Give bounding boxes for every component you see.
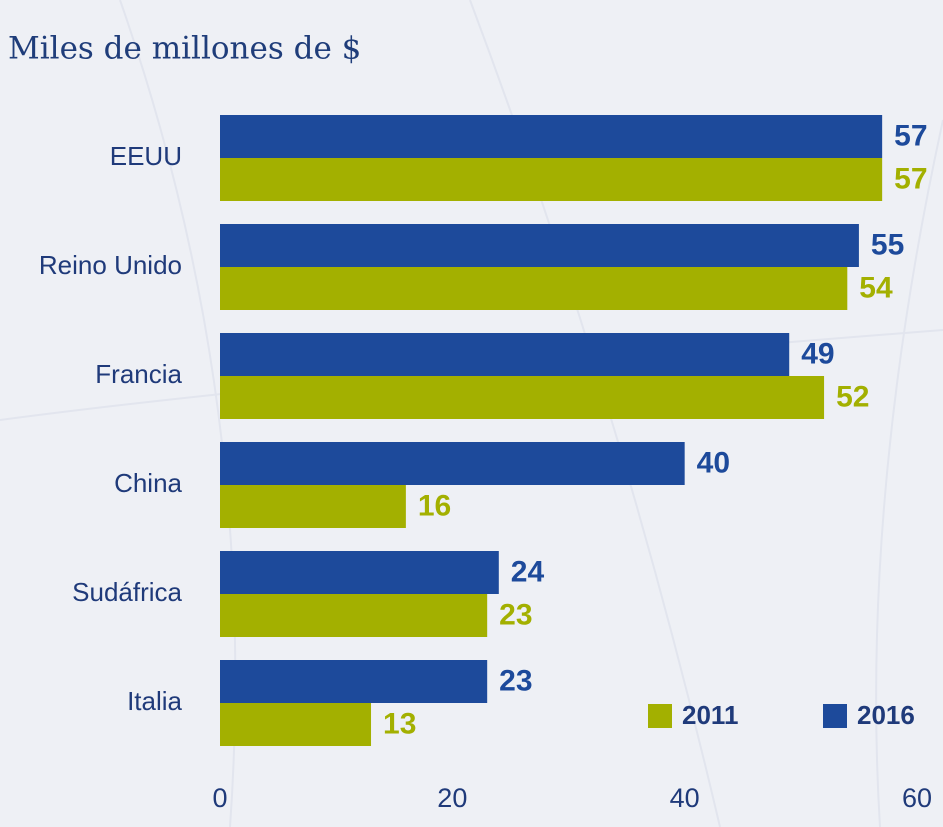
y-tick-label: Sudáfrica — [72, 577, 182, 607]
value-label: 57 — [894, 119, 927, 152]
bar — [220, 660, 488, 703]
value-label: 54 — [859, 271, 893, 304]
value-label: 24 — [511, 555, 545, 588]
legend-label: 2011 — [682, 700, 738, 730]
x-tick-label: 20 — [437, 783, 467, 813]
bar — [220, 442, 685, 485]
legend-swatch — [648, 704, 672, 728]
bar — [220, 703, 372, 746]
legend-swatch — [823, 704, 847, 728]
bar — [220, 115, 883, 158]
value-label: 52 — [836, 380, 869, 413]
bar — [220, 376, 825, 419]
legend-label: 2016 — [857, 700, 915, 730]
y-tick-label: Francia — [95, 359, 182, 389]
bar — [220, 158, 883, 201]
value-label: 55 — [871, 228, 904, 261]
x-tick-label: 60 — [902, 783, 932, 813]
x-tick-label: 40 — [670, 783, 700, 813]
x-tick-label: 0 — [212, 783, 227, 813]
value-label: 57 — [894, 162, 927, 195]
value-label: 13 — [383, 707, 416, 740]
y-tick-label: Italia — [127, 686, 182, 716]
y-tick-label: China — [114, 468, 182, 498]
bar — [220, 224, 859, 267]
bar — [220, 594, 488, 637]
bar — [220, 333, 790, 376]
value-label: 23 — [499, 664, 532, 697]
deco-line — [875, 119, 943, 827]
bar — [220, 267, 848, 310]
y-tick-label: EEUU — [110, 141, 182, 171]
value-label: 49 — [801, 337, 834, 370]
chart-subtitle: Miles de millones de $ — [8, 31, 361, 67]
value-label: 23 — [499, 598, 532, 631]
bar — [220, 485, 406, 528]
value-label: 40 — [697, 446, 730, 479]
value-label: 16 — [418, 489, 451, 522]
bar — [220, 551, 499, 594]
y-tick-label: Reino Unido — [39, 250, 182, 280]
